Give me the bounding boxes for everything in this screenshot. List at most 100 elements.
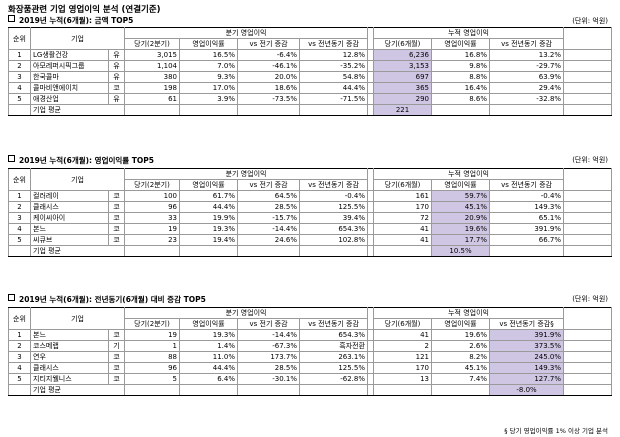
- c-margin-cell: 59.7%: [431, 190, 491, 202]
- q-margin-cell: 3.9%: [179, 93, 239, 105]
- q-margin-cell: 19.3%: [179, 223, 239, 235]
- c-vs-yoy-cell: -29.7%: [489, 60, 565, 72]
- c-vs-yoy-cell: 149.3%: [489, 362, 565, 374]
- header-current-quarter: 당기(2분기): [124, 38, 181, 50]
- average-row: 기업 평균 -8.0%: [8, 384, 613, 396]
- q-vs-prev-cell: 24.6%: [237, 234, 301, 246]
- unit-label-2: (단위: 억원): [572, 156, 608, 164]
- header-quarter-group: 분기 영업이익: [124, 168, 369, 180]
- section-title-text: 2019년 누적(6개월): 전년동기(6개월) 대비 증감 TOP5: [19, 295, 206, 304]
- q-cur-cell: 96: [124, 362, 181, 374]
- q-vs-prev-cell: -14.4%: [237, 223, 301, 235]
- table-row: 4 클래시스 코 96 44.4% 28.5% 125.5% 170 45.1%…: [8, 362, 613, 374]
- company-cell: LG생활건강: [30, 49, 109, 61]
- q-vs-prev-cell: -73.5%: [237, 93, 301, 105]
- header-cumulative-group: 누적 영업이익: [373, 168, 565, 180]
- c-cur-cell: 697: [373, 71, 433, 83]
- header-vs-prev-quarter: vs 전기 증감: [237, 318, 301, 330]
- c-vs-yoy-cell: 245.0%: [489, 351, 565, 363]
- market-cell: 코: [107, 212, 126, 224]
- c-margin-cell: 8.6%: [431, 93, 491, 105]
- q-margin-cell: 44.4%: [179, 201, 239, 213]
- q-vs-yoy-cell: 39.4%: [299, 212, 369, 224]
- header-vs-prev-year: vs 전년동기 증감: [299, 318, 369, 330]
- table-row: 1 LG생활건강 유 3,015 16.5% -6.4% 12.8% 6,236…: [8, 49, 613, 61]
- rank-cell: 4: [8, 223, 31, 235]
- header-cumulative-group: 누적 영업이익: [373, 307, 565, 319]
- market-cell: 유: [107, 93, 126, 105]
- market-cell: 기: [107, 340, 126, 352]
- section-title-margin: 2019년 누적(6개월): 영업이익률 TOP5: [8, 155, 154, 166]
- c-margin-cell: 19.6%: [431, 329, 491, 341]
- q-vs-yoy-cell: 263.1%: [299, 351, 369, 363]
- rank-cell: 4: [8, 362, 31, 374]
- c-cur-cell: 6,236: [373, 49, 433, 61]
- table-row: 3 한국콜마 유 380 9.3% 20.0% 54.8% 697 8.8% 6…: [8, 71, 613, 83]
- avg-c-cur: [373, 384, 433, 396]
- c-cur-cell: 41: [373, 234, 433, 246]
- header-rank: 순위: [8, 168, 31, 191]
- header-company: 기업: [29, 27, 126, 50]
- market-cell: 코: [107, 201, 126, 213]
- c-vs-yoy-cell: 13.2%: [489, 49, 565, 61]
- q-vs-yoy-cell: -71.5%: [299, 93, 369, 105]
- market-cell: 유: [107, 60, 126, 72]
- q-cur-cell: 380: [124, 71, 181, 83]
- company-cell: 아모레퍼시픽그룹: [30, 60, 109, 72]
- c-vs-yoy-cell: 29.4%: [489, 82, 565, 94]
- header-op-margin: 영업이익률: [179, 318, 239, 330]
- company-cell: 코스메랩: [30, 340, 109, 352]
- header-op-margin: 영업이익률: [179, 38, 239, 50]
- avg-c-vs-yoy: -8.0%: [489, 384, 565, 396]
- c-vs-yoy-cell: 373.5%: [489, 340, 565, 352]
- q-vs-prev-cell: 64.5%: [237, 190, 301, 202]
- avg-c-margin: 10.5%: [431, 245, 491, 257]
- average-row: 기업 평균 221: [8, 104, 613, 116]
- q-cur-cell: 88: [124, 351, 181, 363]
- table-yoy-top5: 순위 기업 분기 영업이익 누적 영업이익 당기(2분기) 영업이익률 vs 전…: [8, 307, 613, 396]
- header-cum-vs-prev-year: vs 전년동기 증감: [489, 38, 565, 50]
- avg-c-vs-yoy: [489, 104, 565, 116]
- q-vs-prev-cell: 20.0%: [237, 71, 301, 83]
- q-cur-cell: 1: [124, 340, 181, 352]
- q-vs-yoy-cell: -35.2%: [299, 60, 369, 72]
- c-margin-cell: 17.7%: [431, 234, 491, 246]
- rank-cell: 1: [8, 329, 31, 341]
- avg-c-vs-yoy: [489, 245, 565, 257]
- rank-cell: 1: [8, 49, 31, 61]
- q-margin-cell: 19.3%: [179, 329, 239, 341]
- q-margin-cell: 9.3%: [179, 71, 239, 83]
- q-vs-yoy-cell: 54.8%: [299, 71, 369, 83]
- market-cell: 코: [107, 82, 126, 94]
- table-row: 3 케이씨아이 코 33 19.9% -15.7% 39.4% 72 20.9%…: [8, 212, 613, 224]
- c-cur-cell: 170: [373, 201, 433, 213]
- q-vs-yoy-cell: 654.3%: [299, 223, 369, 235]
- avg-c-margin: [431, 104, 491, 116]
- company-cell: 지티지웰니스: [30, 373, 109, 385]
- market-cell: 코: [107, 351, 126, 363]
- q-margin-cell: 19.4%: [179, 234, 239, 246]
- section-title-text: 2019년 누적(6개월): 금액 TOP5: [19, 16, 134, 25]
- market-cell: 유: [107, 71, 126, 83]
- header-quarter-group: 분기 영업이익: [124, 307, 369, 319]
- q-vs-yoy-cell: 44.4%: [299, 82, 369, 94]
- c-vs-yoy-cell: 65.1%: [489, 212, 565, 224]
- rank-cell: 3: [8, 351, 31, 363]
- market-cell: 유: [107, 49, 126, 61]
- table-amount-top5: 순위 기업 분기 영업이익 누적 영업이익 당기(2분기) 영업이익률 vs 전…: [8, 27, 613, 116]
- table-row: 5 애경산업 유 61 3.9% -73.5% -71.5% 290 8.6% …: [8, 93, 613, 105]
- footnote: § 당기 영업이익률 1% 이상 기업 분석: [504, 427, 608, 435]
- table-row: 2 코스메랩 기 1 1.4% -67.3% 흑자전환 2 2.6% 373.5…: [8, 340, 613, 352]
- rank-cell: 5: [8, 234, 31, 246]
- q-margin-cell: 61.7%: [179, 190, 239, 202]
- table-row: 4 콜마비앤에이치 코 198 17.0% 18.6% 44.4% 365 16…: [8, 82, 613, 94]
- q-margin-cell: 44.4%: [179, 362, 239, 374]
- table-row: 2 클래시스 코 96 44.4% 28.5% 125.5% 170 45.1%…: [8, 201, 613, 213]
- table-row: 5 지티지웰니스 코 5 6.4% -30.1% -62.8% 13 7.4% …: [8, 373, 613, 385]
- company-cell: 애경산업: [30, 93, 109, 105]
- q-vs-prev-cell: 18.6%: [237, 82, 301, 94]
- q-cur-cell: 96: [124, 201, 181, 213]
- square-bullet-icon: [8, 15, 15, 22]
- c-margin-cell: 19.6%: [431, 223, 491, 235]
